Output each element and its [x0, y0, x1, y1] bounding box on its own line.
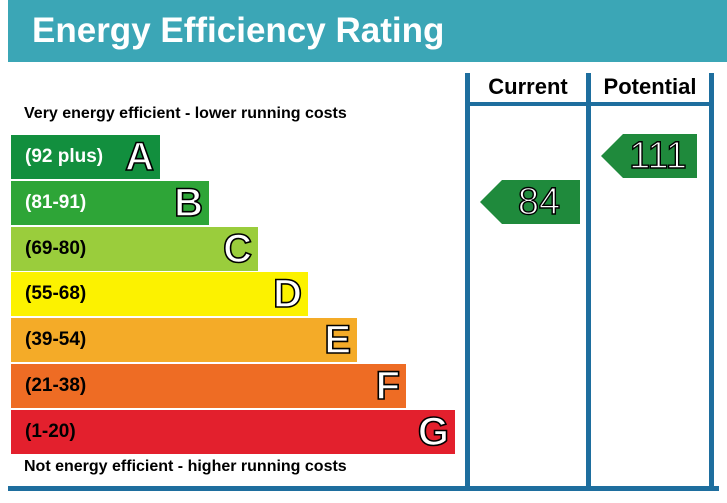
- band-d: (55-68) D: [11, 271, 308, 317]
- band-e: (39-54) E: [11, 317, 357, 363]
- band-letter: C: [222, 226, 252, 272]
- frame-line-left: [465, 73, 470, 486]
- potential-rating-arrow: 111: [601, 134, 697, 178]
- current-rating-value: 84: [517, 180, 561, 223]
- current-arrow-shape: [480, 180, 580, 224]
- frame-line-middle: [586, 73, 591, 486]
- chart-title: Energy Efficiency Rating: [32, 11, 445, 50]
- band-range-label: (1-20): [25, 421, 76, 442]
- top-note: Very energy efficient - lower running co…: [24, 105, 347, 122]
- band-range-label: (69-80): [25, 238, 87, 259]
- band-range-label: (92 plus): [25, 146, 104, 167]
- band-letter: F: [375, 363, 401, 409]
- band-letter: B: [173, 180, 203, 226]
- potential-rating-value: 111: [628, 134, 687, 177]
- band-letter: G: [417, 409, 450, 455]
- band-f: (21-38) F: [11, 363, 406, 409]
- potential-arrow-shape: [601, 134, 697, 178]
- band-g: (1-20) G: [11, 409, 455, 455]
- band-range-label: (81-91): [25, 192, 87, 213]
- band-letter: D: [272, 271, 302, 317]
- band-range-label: (55-68): [25, 283, 87, 304]
- band-c: (69-80) C: [11, 226, 258, 272]
- header-bar: Energy Efficiency Rating: [8, 0, 727, 62]
- header-divider: [465, 102, 714, 106]
- band-a: (92 plus) A: [11, 134, 160, 180]
- band-b: (81-91) B: [11, 180, 209, 226]
- band-letter: A: [124, 134, 154, 180]
- frame-line-right: [709, 73, 714, 486]
- current-rating-arrow: 84: [480, 180, 580, 224]
- potential-column-header: Potential: [603, 74, 697, 99]
- band-letter: E: [324, 317, 352, 363]
- frame-bottom-line: [8, 486, 719, 491]
- current-column-header: Current: [488, 74, 568, 99]
- bottom-note: Not energy efficient - higher running co…: [24, 458, 347, 475]
- band-range-label: (39-54): [25, 329, 87, 350]
- band-range-label: (21-38): [25, 375, 87, 396]
